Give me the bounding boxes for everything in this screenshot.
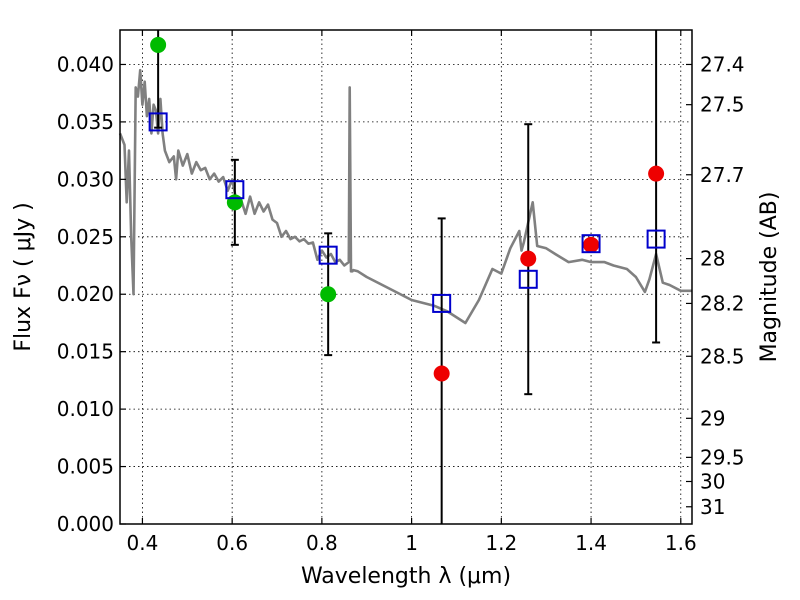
data-point-square xyxy=(646,229,666,249)
y-tick-label: 0.020 xyxy=(57,282,114,306)
magnitude-tick-label: 29.5 xyxy=(700,445,745,469)
x-axis-label: Wavelength λ (μm) xyxy=(301,564,511,589)
magnitude-tick-label: 28.5 xyxy=(700,344,745,368)
y-tick-label: 0.025 xyxy=(57,225,114,249)
y-tick-label: 0.005 xyxy=(57,455,114,479)
x-axis-ticks: 0.4 0.6 0.8 1 1.2 1.4 1.6 xyxy=(127,30,697,555)
y-tick-label: 0.000 xyxy=(57,512,114,536)
plot-frame xyxy=(119,29,693,525)
magnitude-tick-label: 27.7 xyxy=(700,163,745,187)
data-point-square xyxy=(581,234,601,254)
data-point-square xyxy=(318,245,338,265)
data-point-circle xyxy=(226,194,243,211)
magnitude-tick-label: 28 xyxy=(700,247,725,271)
data-point-circle xyxy=(648,165,665,182)
y-tick-label: 0.010 xyxy=(57,397,114,421)
data-point-square xyxy=(432,293,452,313)
data-point-circle xyxy=(520,250,537,267)
magnitude-axis-label: Magnitude (AB) xyxy=(757,192,782,363)
data-point-square xyxy=(148,112,168,132)
y-tick-label: 0.030 xyxy=(57,167,114,191)
y-axis-ticks: 0.000 0.005 0.010 0.015 0.020 0.025 0.030 0.035… xyxy=(57,52,126,536)
data-point-square xyxy=(518,269,538,289)
x-tick-label: 0.8 xyxy=(306,531,338,555)
x-tick-label: 1.6 xyxy=(665,531,697,555)
data-point-square xyxy=(225,180,245,200)
y-tick-label: 0.040 xyxy=(57,52,114,76)
photometry-points xyxy=(148,36,666,382)
data-point-circle xyxy=(150,36,167,53)
error-bars xyxy=(154,30,661,524)
y-tick-label: 0.035 xyxy=(57,110,114,134)
x-tick-label: 0.6 xyxy=(216,531,248,555)
magnitude-tick-label: 27.5 xyxy=(700,93,745,117)
y-axis-label: Flux Fν ( μJy ) xyxy=(11,202,36,351)
data-point-circle xyxy=(320,286,337,303)
data-point-circle xyxy=(433,365,450,382)
y-tick-label: 0.015 xyxy=(57,340,114,364)
x-tick-label: 1.4 xyxy=(575,531,607,555)
x-tick-label: 1.2 xyxy=(485,531,517,555)
magnitude-tick-label: 28.2 xyxy=(700,291,745,315)
x-tick-label: 1 xyxy=(405,531,418,555)
magnitude-tick-label: 29 xyxy=(700,406,725,430)
magnitude-tick-label: 30 xyxy=(700,469,725,493)
x-tick-label: 0.4 xyxy=(127,531,159,555)
magnitude-tick-label: 31 xyxy=(700,495,725,519)
magnitude-tick-label: 27.4 xyxy=(700,52,745,76)
data-point-circle xyxy=(583,236,600,253)
